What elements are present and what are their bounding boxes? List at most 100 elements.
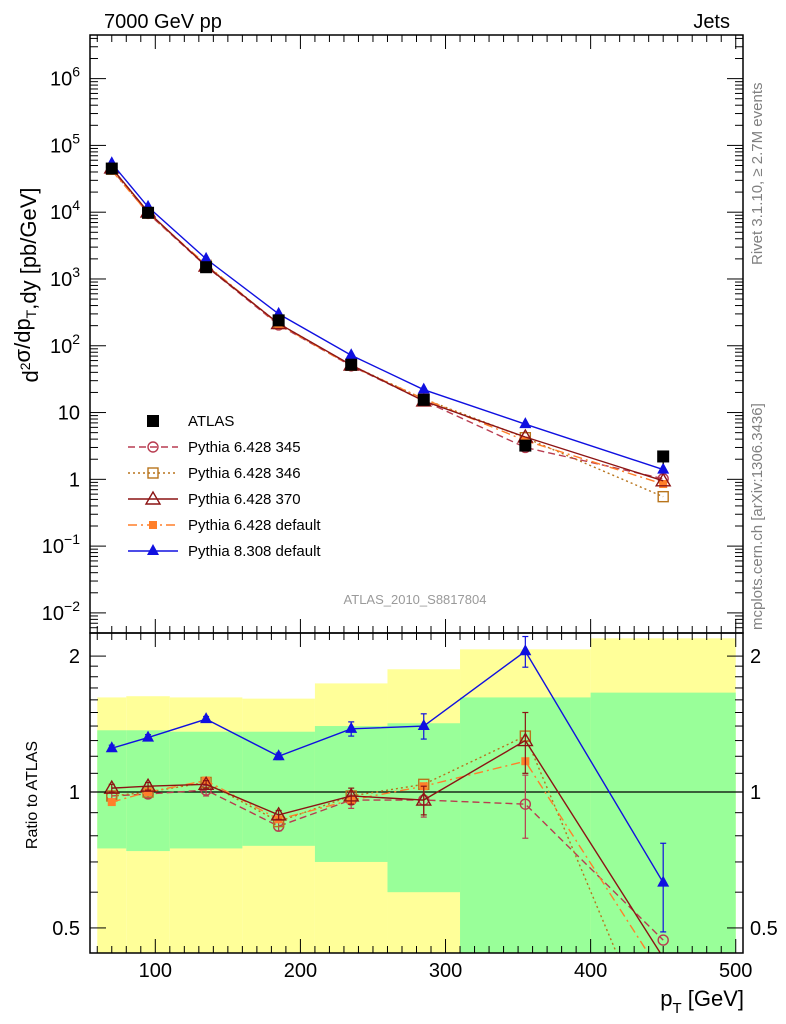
point-marker bbox=[517, 732, 534, 747]
point-marker bbox=[107, 798, 116, 807]
ratio-line bbox=[111, 650, 664, 883]
ratio-line bbox=[111, 735, 618, 953]
legend-item: Pythia 8.308 default bbox=[128, 543, 321, 560]
series-line bbox=[111, 162, 664, 471]
y-tick-label-ratio: 2 bbox=[69, 646, 80, 668]
point-marker bbox=[657, 462, 670, 474]
point-marker bbox=[657, 934, 669, 946]
legend-label: Pythia 6.428 346 bbox=[188, 465, 301, 482]
point-marker bbox=[519, 798, 532, 810]
point-marker bbox=[147, 467, 159, 479]
y-tick-label-ratio: 0.5 bbox=[52, 918, 80, 940]
point-marker bbox=[417, 393, 430, 406]
y-tick-label-main: 103 bbox=[50, 264, 80, 291]
legend-item: Pythia 6.428 370 bbox=[128, 490, 301, 508]
point-marker bbox=[147, 544, 159, 555]
y-tick-label-main: 102 bbox=[50, 331, 80, 358]
y-tick-label-main: 10−2 bbox=[42, 598, 80, 625]
legend-item: Pythia 6.428 default bbox=[128, 517, 321, 534]
y-tick-label-ratio-right: 1 bbox=[750, 782, 761, 804]
point-marker bbox=[519, 417, 532, 429]
x-tick-label: 100 bbox=[139, 960, 172, 982]
point-marker bbox=[272, 314, 285, 327]
point-marker bbox=[417, 719, 430, 731]
series-pythia-6-428-370 bbox=[103, 159, 672, 487]
point-marker bbox=[657, 490, 669, 503]
ratio-series-layer bbox=[103, 635, 670, 953]
series-atlas bbox=[105, 162, 670, 464]
legend-item: ATLAS bbox=[147, 413, 234, 430]
point-marker bbox=[147, 415, 159, 427]
legend: ATLAS Pythia 6.428 345 Pythia 6.428 346 Pyt… bbox=[128, 413, 321, 560]
x-axis-label: pT [GeV] bbox=[660, 986, 744, 1017]
series-pythia-6-428-345 bbox=[106, 163, 669, 485]
point-marker bbox=[345, 358, 358, 371]
x-tick-label: 200 bbox=[284, 960, 317, 982]
point-marker bbox=[144, 788, 153, 797]
y-tick-label-ratio: 1 bbox=[69, 782, 80, 804]
header-right: Jets bbox=[693, 11, 730, 33]
y-tick-label-main: 10 bbox=[58, 403, 80, 425]
main-series-layer bbox=[103, 156, 672, 503]
point-marker bbox=[142, 730, 155, 742]
point-marker bbox=[272, 749, 285, 761]
point-marker bbox=[147, 441, 159, 453]
series-line bbox=[111, 167, 664, 482]
rivet-version-label: Rivet 3.1.10, ≥ 2.7M events bbox=[749, 83, 766, 266]
x-tick-label: 400 bbox=[574, 960, 607, 982]
y-tick-label-main: 10−1 bbox=[42, 531, 80, 558]
point-marker bbox=[197, 775, 215, 791]
point-marker bbox=[105, 741, 118, 753]
point-marker bbox=[270, 806, 287, 821]
axes-layer: 100 200 300 400 50010−210−111010210310410510… bbox=[42, 35, 778, 982]
legend-label: ATLAS bbox=[188, 413, 234, 430]
point-marker bbox=[654, 472, 672, 487]
point-marker bbox=[415, 791, 432, 806]
series-line bbox=[111, 170, 664, 485]
y-tick-label-ratio-right: 2 bbox=[750, 646, 761, 668]
y-tick-label-main: 106 bbox=[50, 64, 80, 91]
point-marker bbox=[519, 644, 532, 656]
point-marker bbox=[142, 206, 155, 219]
legend-item: Pythia 6.428 346 bbox=[128, 465, 301, 482]
ratio-series-pythia-8-308-default bbox=[105, 635, 670, 933]
point-marker bbox=[144, 490, 162, 505]
point-marker bbox=[417, 382, 430, 394]
header-left: 7000 GeV pp bbox=[104, 11, 222, 33]
y-tick-label-ratio-right: 0.5 bbox=[750, 918, 778, 940]
mcplots-label: mcplots.cern.ch [arXiv:1306.3436] bbox=[749, 403, 766, 630]
point-marker bbox=[105, 162, 118, 175]
y-tick-label-main: 104 bbox=[50, 197, 80, 224]
y-tick-label-main: 105 bbox=[50, 130, 80, 157]
series-line bbox=[111, 168, 664, 480]
point-marker bbox=[103, 779, 120, 794]
x-tick-label: 300 bbox=[429, 960, 462, 982]
point-marker bbox=[200, 712, 213, 724]
point-marker bbox=[345, 721, 358, 733]
point-marker bbox=[149, 521, 157, 529]
ratio-line bbox=[111, 739, 662, 953]
point-marker bbox=[657, 450, 670, 463]
ratio-line bbox=[111, 760, 649, 953]
point-marker bbox=[139, 777, 157, 792]
point-marker bbox=[659, 480, 668, 489]
main-y-axis-label: d2σ/dpT,dy [pb/GeV] bbox=[10, 187, 43, 382]
legend-label: Pythia 6.428 370 bbox=[188, 491, 301, 508]
point-marker bbox=[519, 439, 532, 452]
point-marker bbox=[657, 875, 670, 887]
legend-label: Pythia 6.428 345 bbox=[188, 439, 301, 456]
x-tick-label: 500 bbox=[719, 960, 752, 982]
ratio-series-pythia-6-428-370 bbox=[103, 711, 662, 953]
y-tick-label-main: 1 bbox=[69, 469, 80, 491]
point-marker bbox=[345, 348, 358, 360]
analysis-id-label: ATLAS_2010_S8817804 bbox=[344, 592, 487, 607]
legend-label: Pythia 6.428 default bbox=[188, 517, 321, 534]
point-marker bbox=[342, 787, 360, 802]
legend-label: Pythia 8.308 default bbox=[188, 543, 321, 560]
point-marker bbox=[200, 261, 213, 274]
ratio-line bbox=[111, 789, 664, 941]
ratio-y-axis-label: Ratio to ATLAS bbox=[24, 741, 41, 849]
point-marker bbox=[200, 251, 213, 263]
legend-item: Pythia 6.428 345 bbox=[128, 439, 301, 456]
